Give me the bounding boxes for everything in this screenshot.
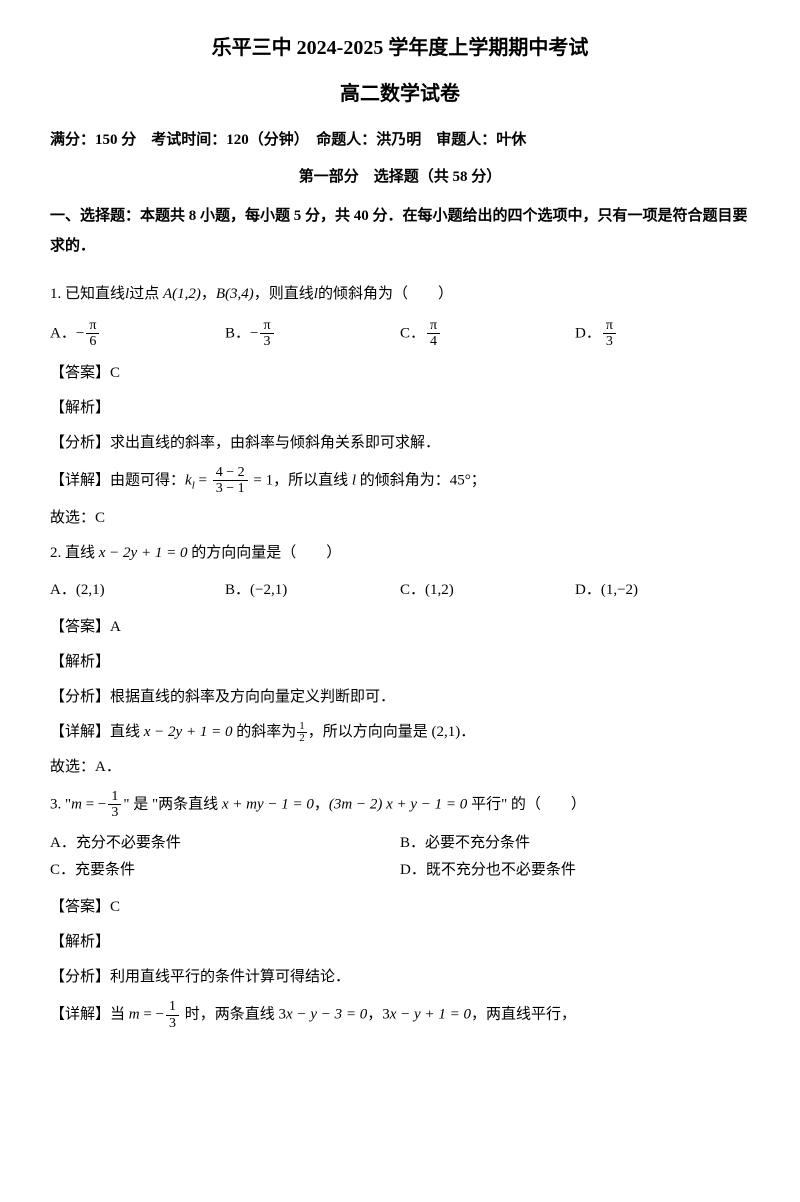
q1-pointA: A(1,2) bbox=[163, 286, 201, 302]
question-3: 3. "m = −13" 是 "两条直线 x + my − 1 = 0，(3m … bbox=[50, 789, 750, 1032]
q2-option-d: D．(1,−2) bbox=[575, 577, 750, 604]
q1-xiangjie: 【详解】由题可得：kl = 4 − 23 − 1 = 1，所以直线 l 的倾斜角… bbox=[50, 465, 750, 497]
q2-xj-mid: 的斜率为 bbox=[232, 724, 296, 740]
q3-eqneg2: = − bbox=[140, 1007, 164, 1023]
q1-prefix: 1. 已知直线 bbox=[50, 286, 125, 302]
q3-f2num: 1 bbox=[166, 999, 179, 1015]
q1-option-b: B．−π3 bbox=[225, 318, 400, 350]
q2-fenxi: 【分析】根据直线的斜率及方向向量定义判断即可． bbox=[50, 684, 750, 711]
q3-line2: (3m − 2) x + y − 1 = 0 bbox=[329, 796, 467, 812]
q2-half-num: 1 bbox=[297, 721, 307, 733]
q3-option-d: D．既不充分也不必要条件 bbox=[400, 857, 750, 884]
q1-a-label: A． bbox=[50, 325, 76, 341]
q1-suffix: ，则直线 bbox=[254, 286, 314, 302]
exam-title: 乐平三中 2024-2025 学年度上学期期中考试 bbox=[50, 30, 750, 66]
q3-option-a: A．充分不必要条件 bbox=[50, 830, 400, 857]
q2-answer: 【答案】A bbox=[50, 614, 750, 641]
q2-option-a: A．(2,1) bbox=[50, 577, 225, 604]
q1-eq: = bbox=[195, 472, 211, 488]
q1-xj-pre: 【详解】由题可得： bbox=[50, 472, 185, 488]
q1-b-neg: − bbox=[250, 325, 258, 341]
question-1-text: 1. 已知直线l过点 A(1,2)，B(3,4)，则直线l的倾斜角为（ ） bbox=[50, 281, 750, 308]
q3-f2den: 3 bbox=[166, 1016, 179, 1031]
q2-post: 的方向向量是（ ） bbox=[187, 545, 341, 561]
q2-xiangjie: 【详解】直线 x − 2y + 1 = 0 的斜率为12，所以方向向量是 (2,… bbox=[50, 719, 750, 746]
q3-xiangjie: 【详解】当 m = −13 时，两条直线 3x − y − 3 = 0，3x −… bbox=[50, 999, 750, 1031]
q1-option-c: C．π4 bbox=[400, 318, 575, 350]
q2-xj-eq: x − 2y + 1 = 0 bbox=[144, 724, 233, 740]
q1-option-a: A．−π6 bbox=[50, 318, 225, 350]
q3-post: 平行" 的（ ） bbox=[467, 796, 586, 812]
q3-mid: " 是 "两条直线 bbox=[123, 796, 222, 812]
q3-comma2: ， bbox=[367, 1007, 382, 1023]
q3-m: m bbox=[71, 796, 82, 812]
q1-comma: ， bbox=[201, 286, 216, 302]
q3-pre: 3. " bbox=[50, 796, 71, 812]
q1-c-den: 4 bbox=[427, 334, 440, 349]
section-intro: 一、选择题：本题共 8 小题，每小题 5 分，共 40 分．在每小题给出的四个选… bbox=[50, 201, 750, 261]
q2-option-b: B．(−2,1) bbox=[225, 577, 400, 604]
q1-options: A．−π6 B．−π3 C．π4 D．π3 bbox=[50, 318, 750, 350]
q1-d-label: D． bbox=[575, 325, 601, 341]
question-1: 1. 已知直线l过点 A(1,2)，B(3,4)，则直线l的倾斜角为（ ） A．… bbox=[50, 281, 750, 532]
q1-end: 的倾斜角为（ ） bbox=[318, 286, 453, 302]
q3-fden: 3 bbox=[108, 805, 121, 820]
q1-answer: 【答案】C bbox=[50, 360, 750, 387]
q1-mid1: 过点 bbox=[129, 286, 163, 302]
q2-pre: 2. 直线 bbox=[50, 545, 99, 561]
q3-eqneg: = − bbox=[82, 796, 106, 812]
q3-options: A．充分不必要条件 B．必要不充分条件 C．充要条件 D．既不充分也不必要条件 bbox=[50, 830, 750, 884]
q1-c-label: C． bbox=[400, 325, 425, 341]
q1-a-num: π bbox=[86, 318, 99, 334]
q3-jiexi: 【解析】 bbox=[50, 929, 750, 956]
q1-fenxi: 【分析】求出直线的斜率，由斜率与倾斜角关系即可求解． bbox=[50, 430, 750, 457]
q2-eq: x − 2y + 1 = 0 bbox=[99, 545, 188, 561]
q1-option-d: D．π3 bbox=[575, 318, 750, 350]
q1-a-den: 6 bbox=[86, 334, 99, 349]
q2-xj-pre: 【详解】直线 bbox=[50, 724, 144, 740]
question-2-text: 2. 直线 x − 2y + 1 = 0 的方向向量是（ ） bbox=[50, 540, 750, 567]
q1-d-den: 3 bbox=[603, 334, 616, 349]
q3-my: − y − 3 = 0 bbox=[293, 1007, 368, 1023]
q3-line1: x + my − 1 = 0 bbox=[222, 796, 314, 812]
q3-xj-pre: 【详解】当 bbox=[50, 1007, 129, 1023]
q3-option-b: B．必要不充分条件 bbox=[400, 830, 750, 857]
q1-calc-den: 3 − 1 bbox=[213, 481, 248, 496]
q1-pointB: B(3,4) bbox=[216, 286, 254, 302]
q1-c-num: π bbox=[427, 318, 440, 334]
q1-a-neg: − bbox=[76, 325, 84, 341]
q1-b-num: π bbox=[260, 318, 273, 334]
q3-m2: m bbox=[129, 1007, 140, 1023]
exam-subtitle: 高二数学试卷 bbox=[50, 76, 750, 112]
q2-guxuan: 故选：A． bbox=[50, 754, 750, 781]
section-title: 第一部分 选择题（共 58 分） bbox=[50, 164, 750, 191]
q1-calc-num: 4 − 2 bbox=[213, 465, 248, 481]
q1-b-den: 3 bbox=[260, 334, 273, 349]
q2-option-c: C．(1,2) bbox=[400, 577, 575, 604]
q2-half-den: 2 bbox=[297, 733, 307, 744]
q2-options: A．(2,1) B．(−2,1) C．(1,2) D．(1,−2) bbox=[50, 577, 750, 604]
q3-fnum: 1 bbox=[108, 789, 121, 805]
q3-xj-post: ，两直线平行， bbox=[471, 1007, 576, 1023]
q1-jiexi: 【解析】 bbox=[50, 395, 750, 422]
q3-comma: ， bbox=[314, 796, 329, 812]
q1-guxuan: 故选：C bbox=[50, 505, 750, 532]
q1-xj-post: 的倾斜角为：45°； bbox=[356, 472, 486, 488]
q2-xj-post: ，所以方向向量是 (2,1)． bbox=[308, 724, 476, 740]
q1-b-label: B． bbox=[225, 325, 250, 341]
q1-d-num: π bbox=[603, 318, 616, 334]
q3-x: x bbox=[286, 1007, 293, 1023]
q3-option-c: C．充要条件 bbox=[50, 857, 400, 884]
q3-l3post: − y + 1 = 0 bbox=[396, 1007, 471, 1023]
q3-l3pre: 3 bbox=[382, 1007, 390, 1023]
q2-jiexi: 【解析】 bbox=[50, 649, 750, 676]
question-3-text: 3. "m = −13" 是 "两条直线 x + my − 1 = 0，(3m … bbox=[50, 789, 750, 821]
question-2: 2. 直线 x − 2y + 1 = 0 的方向向量是（ ） A．(2,1) B… bbox=[50, 540, 750, 781]
exam-meta: 满分：150 分 考试时间：120（分钟） 命题人：洪乃明 审题人：叶休 bbox=[50, 127, 750, 154]
q3-answer: 【答案】C bbox=[50, 894, 750, 921]
q3-xj-mid: 时，两条直线 3 bbox=[181, 1007, 286, 1023]
q1-eqres: = 1，所以直线 bbox=[250, 472, 352, 488]
q3-fenxi: 【分析】利用直线平行的条件计算可得结论． bbox=[50, 964, 750, 991]
q1-k: k bbox=[185, 472, 192, 488]
